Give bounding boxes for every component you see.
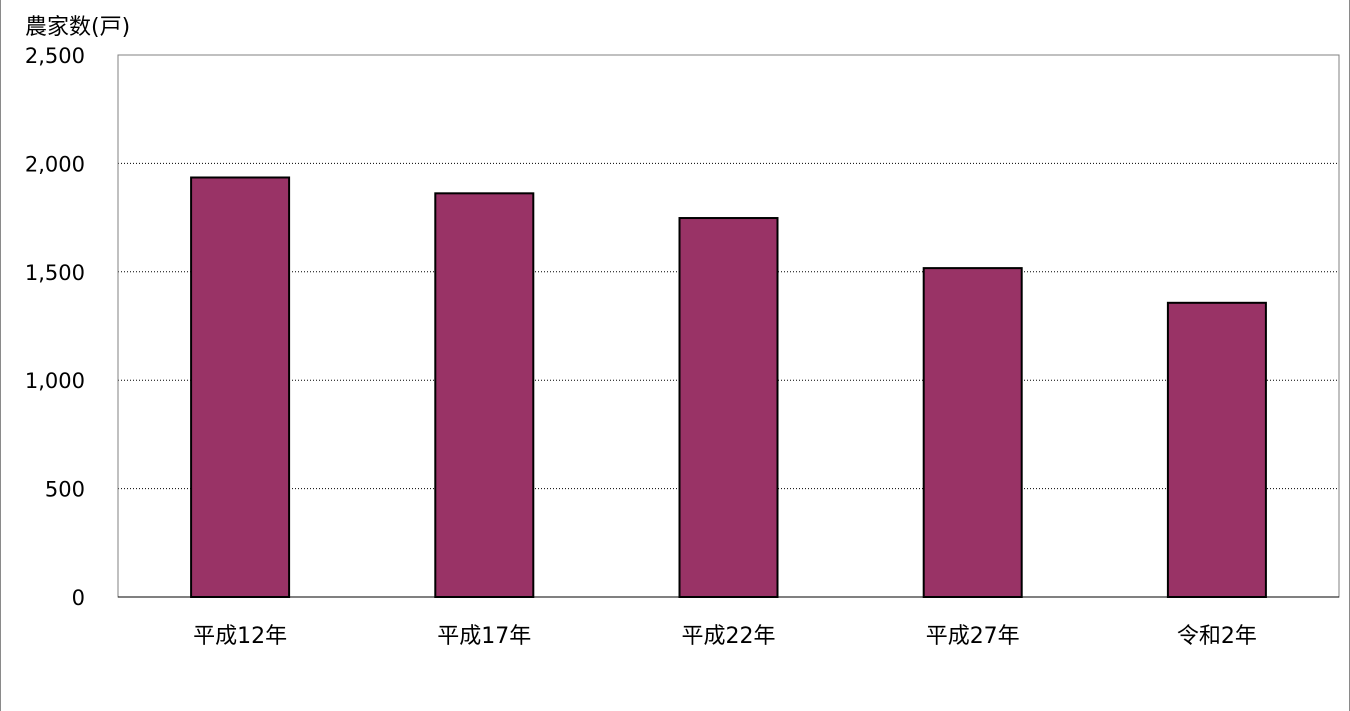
y-axis-ticks: 0 500 1,000 1,500 2,000 2,500 bbox=[25, 44, 85, 610]
y-tick-label: 1,500 bbox=[25, 261, 85, 285]
x-category-label: 令和2年 bbox=[1177, 624, 1257, 649]
x-category-label: 平成27年 bbox=[926, 624, 1020, 649]
y-tick-label: 1,000 bbox=[25, 369, 85, 393]
y-tick-label: 0 bbox=[72, 586, 85, 610]
bar bbox=[1166, 301, 1267, 598]
bar bbox=[434, 192, 535, 599]
x-category-label: 平成17年 bbox=[437, 624, 531, 649]
y-tick-label: 500 bbox=[45, 478, 85, 502]
x-axis-categories: 平成12年 平成17年 平成22年 平成27年 令和2年 bbox=[193, 624, 1257, 649]
bar bbox=[922, 267, 1023, 598]
y-tick-label: 2,000 bbox=[25, 152, 85, 176]
bar bbox=[190, 176, 291, 598]
x-category-label: 平成22年 bbox=[682, 624, 776, 649]
x-category-label: 平成12年 bbox=[193, 624, 287, 649]
grid-lines bbox=[118, 162, 1339, 490]
y-axis-label: 農家数(戸) bbox=[25, 15, 130, 40]
y-tick-label: 2,500 bbox=[25, 44, 85, 68]
bars bbox=[190, 176, 1267, 599]
bar bbox=[678, 217, 779, 598]
